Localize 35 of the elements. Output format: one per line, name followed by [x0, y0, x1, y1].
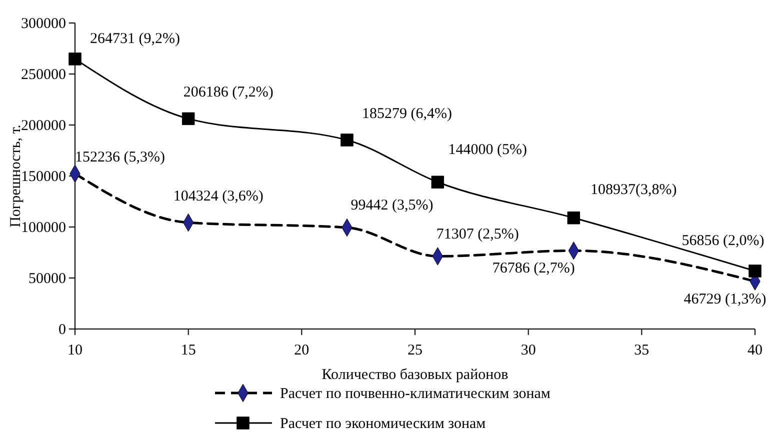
data-label: 104324 (3,6%) [173, 188, 264, 205]
legend-label: Расчет по экономическим зонам [280, 416, 486, 432]
data-label: 56856 (2,0%) [682, 233, 764, 250]
y-tick-label: 200000 [21, 118, 66, 134]
legend-label: Расчет по почвенно-климатическим зонам [280, 386, 551, 402]
data-label: 264731 (9,2%) [90, 30, 180, 47]
x-tick-label: 30 [520, 342, 536, 358]
x-tick-label: 10 [68, 342, 82, 358]
y-tick-label: 150000 [21, 168, 66, 185]
data-label: 144000 (5%) [448, 142, 528, 158]
point [748, 264, 762, 278]
y-tick-label: 0 [58, 322, 66, 338]
x-tick-label: 25 [408, 342, 422, 358]
point [340, 134, 354, 146]
data-label: 152236 (5,3%) [75, 150, 165, 166]
point [68, 52, 82, 66]
data-label: 76786 (2,7%) [492, 260, 575, 277]
x-axis-title: Количество базовых районов [322, 367, 508, 383]
y-tick-label: 250000 [21, 66, 66, 83]
point [182, 112, 195, 126]
point [567, 212, 580, 224]
x-tick-label: 35 [634, 342, 650, 358]
data-label: 46729 (1,3%) [684, 291, 766, 308]
x-tick-label: 20 [294, 342, 310, 358]
y-tick-label: 300000 [21, 16, 66, 32]
data-label: 108937(3,8%) [590, 182, 677, 198]
point [431, 176, 444, 188]
data-label: 71307 (2,5%) [436, 226, 519, 242]
x-tick-label: 40 [748, 342, 762, 358]
data-label: 185279 (6,4%) [362, 106, 452, 122]
data-label: 206186 (7,2%) [183, 84, 274, 101]
data-label: 99442 (3,5%) [350, 198, 434, 214]
x-tick-label: 15 [180, 342, 196, 358]
y-tick-label: 100000 [21, 220, 66, 236]
y-tick-label: 50000 [28, 270, 66, 287]
